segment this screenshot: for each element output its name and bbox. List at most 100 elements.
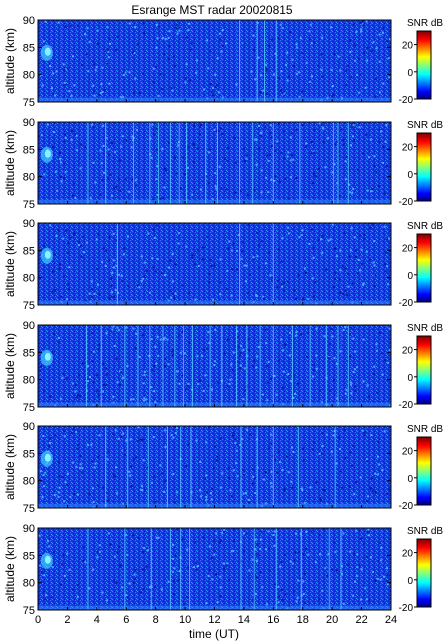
heatmap-cell xyxy=(167,299,170,302)
heatmap-cell xyxy=(278,248,281,251)
colorbar-tick-label: -20 xyxy=(399,400,414,411)
heatmap-cell xyxy=(117,329,120,332)
y-tick-label: 85 xyxy=(23,448,35,460)
heatmap-cell xyxy=(65,377,68,380)
heatmap-cell xyxy=(273,544,276,547)
heatmap-cell xyxy=(168,45,171,48)
heatmap-cell xyxy=(333,357,336,360)
heatmap-cell xyxy=(317,64,320,67)
heatmap-cell xyxy=(385,251,388,254)
heatmap-cell xyxy=(242,492,245,495)
heatmap-cell xyxy=(51,351,54,354)
heatmap-cell xyxy=(333,52,336,55)
heatmap-cell xyxy=(213,553,216,556)
heatmap-cell xyxy=(244,160,246,162)
heatmap-cell xyxy=(350,464,353,467)
heatmap-cell xyxy=(300,487,303,490)
heatmap-cell xyxy=(80,244,82,247)
colorbar-tick-label: 0 xyxy=(407,170,413,181)
colorbar-tick-label: 20 xyxy=(402,447,414,458)
heatmap-cell xyxy=(62,372,65,375)
heatmap-cell xyxy=(266,603,269,606)
heatmap-cell xyxy=(99,92,102,95)
heatmap-cell xyxy=(382,161,385,164)
heatmap-cell xyxy=(256,560,258,562)
heatmap-cell xyxy=(77,584,79,587)
heatmap-cell xyxy=(345,84,348,87)
heatmap-noise xyxy=(39,426,391,508)
heatmap-field xyxy=(38,122,391,204)
heatmap-cell xyxy=(63,435,66,438)
heatmap-cell xyxy=(150,156,153,159)
heatmap-cell xyxy=(178,29,181,32)
heatmap-cell xyxy=(86,444,89,446)
heatmap-cell xyxy=(301,124,304,127)
heatmap-cell xyxy=(356,366,359,369)
heatmap-cell xyxy=(282,349,285,352)
heatmap-cell xyxy=(247,338,250,341)
heatmap-cell xyxy=(356,553,359,556)
heatmap-cell xyxy=(204,374,207,377)
heatmap-cell xyxy=(193,124,195,127)
heatmap-cell xyxy=(69,495,72,498)
heatmap-cell xyxy=(318,534,321,537)
colorbar-tick-label: 20 xyxy=(402,143,414,154)
heatmap-cell xyxy=(143,373,146,376)
heatmap-cell xyxy=(349,76,352,79)
heatmap-cell xyxy=(252,256,255,259)
heatmap-cell xyxy=(146,547,149,550)
heatmap-cell xyxy=(168,30,171,33)
heatmap-cell xyxy=(327,357,330,359)
heatmap-cell xyxy=(315,354,318,357)
heatmap-cell xyxy=(292,451,295,453)
heatmap-cell xyxy=(153,390,156,393)
heatmap-cell xyxy=(273,179,276,182)
heatmap-cell xyxy=(340,128,342,131)
heatmap-cell xyxy=(193,143,196,146)
heatmap-cell xyxy=(293,289,296,292)
heatmap-cell xyxy=(301,229,304,232)
heatmap-cell xyxy=(197,265,200,267)
heatmap-cell xyxy=(244,389,247,392)
heatmap-cell xyxy=(188,22,191,25)
heatmap-cell xyxy=(123,247,126,250)
heatmap-cell xyxy=(62,63,65,66)
heatmap-cell xyxy=(211,94,214,97)
heatmap-cell xyxy=(143,261,146,264)
heatmap-cell xyxy=(312,174,315,177)
heatmap-cell xyxy=(366,46,369,49)
heatmap-cell xyxy=(305,271,307,274)
heatmap-cell xyxy=(234,442,237,445)
heatmap-cell xyxy=(356,272,359,275)
heatmap-cell xyxy=(92,487,94,490)
heatmap-cell xyxy=(57,461,60,464)
heatmap-cell xyxy=(344,289,347,292)
heatmap-cell xyxy=(359,598,362,601)
heatmap-cell xyxy=(57,337,60,339)
heatmap-cell xyxy=(172,593,175,596)
heatmap-cell xyxy=(137,536,140,539)
heatmap-cell xyxy=(88,587,91,590)
heatmap-cell xyxy=(321,126,324,129)
heatmap-cell xyxy=(274,149,277,152)
heatmap-cell xyxy=(370,190,372,193)
heatmap-cell xyxy=(96,556,99,559)
heatmap-cell xyxy=(304,572,307,575)
heatmap-cell xyxy=(289,136,292,139)
colorbar-tick-label: -20 xyxy=(399,197,414,208)
heatmap-cell xyxy=(365,133,368,136)
heatmap-cell xyxy=(77,493,79,496)
heatmap-cell xyxy=(314,281,317,284)
heatmap-cell xyxy=(154,586,157,589)
heatmap-cell xyxy=(231,369,234,372)
heatmap-cell xyxy=(58,267,61,270)
heatmap-cell xyxy=(277,595,280,598)
heatmap-cell xyxy=(274,458,276,461)
heatmap-cell xyxy=(72,461,75,464)
heatmap-cell xyxy=(116,551,119,554)
heatmap-cell xyxy=(338,195,341,197)
heatmap-cell xyxy=(171,350,174,353)
heatmap-cell xyxy=(66,251,69,254)
heatmap-cell xyxy=(351,192,354,195)
